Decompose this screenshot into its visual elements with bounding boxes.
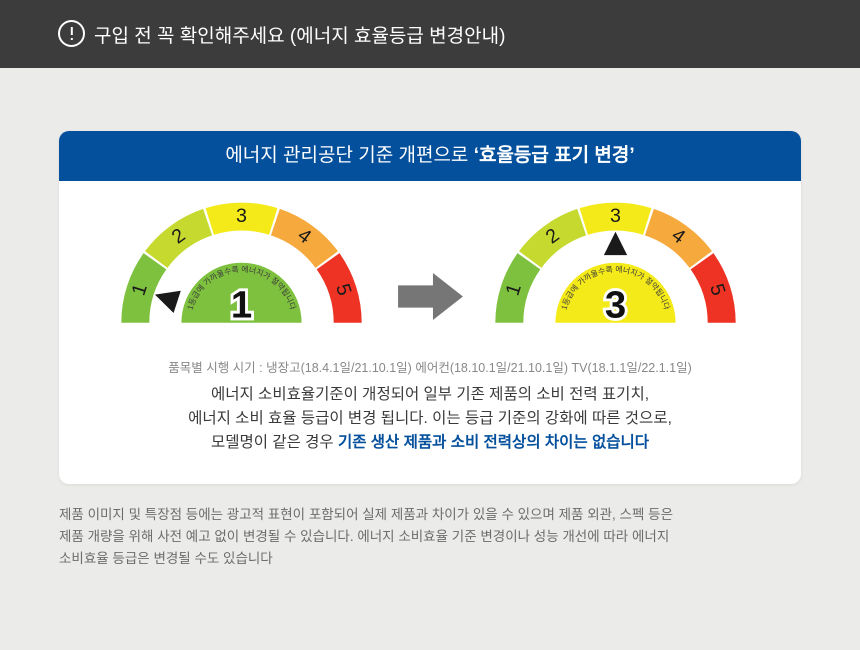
svg-text:3: 3 — [236, 205, 247, 227]
svg-text:3: 3 — [610, 205, 621, 227]
svg-text:3: 3 — [605, 283, 626, 326]
svg-text:1: 1 — [231, 283, 252, 326]
